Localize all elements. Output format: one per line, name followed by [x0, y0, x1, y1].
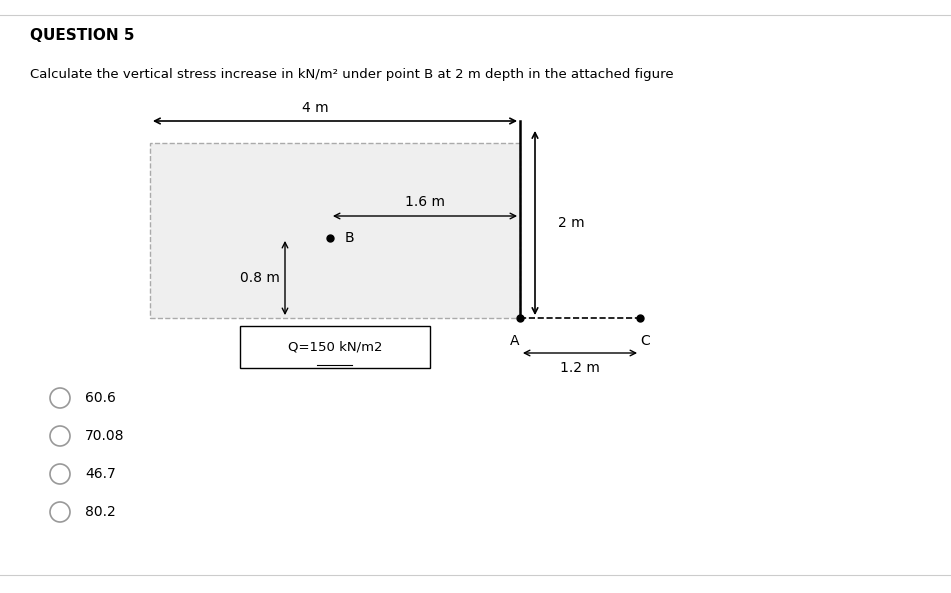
Text: 46.7: 46.7 — [85, 467, 116, 481]
Text: 0.8 m: 0.8 m — [240, 271, 280, 285]
Text: Calculate the vertical stress increase in kN/m² under point B at 2 m depth in th: Calculate the vertical stress increase i… — [30, 68, 673, 81]
Bar — [240, 326, 430, 368]
Text: QUESTION 5: QUESTION 5 — [30, 28, 134, 43]
Text: A: A — [511, 334, 520, 348]
Text: B: B — [345, 231, 355, 245]
Text: 1.2 m: 1.2 m — [560, 361, 600, 375]
Text: C: C — [640, 334, 650, 348]
Text: 4 m: 4 m — [301, 101, 328, 115]
Text: 80.2: 80.2 — [85, 505, 116, 519]
Text: 60.6: 60.6 — [85, 391, 116, 405]
Text: 2 m: 2 m — [558, 216, 585, 230]
Text: 1.6 m: 1.6 m — [405, 195, 445, 209]
Text: 70.08: 70.08 — [85, 429, 125, 443]
Bar — [150, 143, 520, 318]
Text: Q=150 kN/m2: Q=150 kN/m2 — [288, 340, 382, 353]
